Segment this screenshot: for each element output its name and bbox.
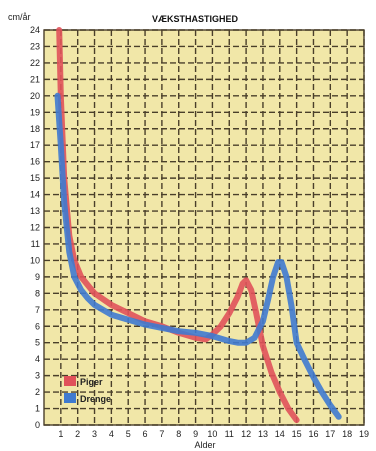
y-tick-label: 8 <box>35 288 40 298</box>
y-axis-unit: cm/år <box>8 12 31 22</box>
series-line-drenge <box>54 92 342 420</box>
y-tick-label: 10 <box>30 255 40 265</box>
x-tick-label: 3 <box>92 429 97 439</box>
x-tick-label: 11 <box>225 429 234 439</box>
x-tick-label: 5 <box>126 429 131 439</box>
y-tick-label: 5 <box>35 338 40 348</box>
chart-title: VÆKSTHASTIGHED <box>152 14 239 24</box>
y-tick-label: 13 <box>30 206 40 216</box>
y-tick-label: 23 <box>30 41 40 51</box>
x-tick-label: 4 <box>109 429 114 439</box>
x-tick-label: 7 <box>159 429 164 439</box>
x-axis-label: Alder <box>194 440 215 450</box>
y-tick-label: 2 <box>35 387 40 397</box>
x-tick-label: 9 <box>193 429 198 439</box>
x-tick-label: 2 <box>75 429 80 439</box>
y-tick-label: 18 <box>30 124 40 134</box>
y-tick-label: 9 <box>35 272 40 282</box>
y-tick-label: 6 <box>35 321 40 331</box>
y-tick-label: 17 <box>30 140 40 150</box>
y-tick-label: 24 <box>30 25 40 35</box>
y-tick-label: 11 <box>31 239 40 249</box>
x-tick-label: 1 <box>58 429 63 439</box>
x-tick-label: 8 <box>176 429 181 439</box>
y-tick-label: 20 <box>30 91 40 101</box>
legend-drenge-label: Drenge <box>80 394 111 404</box>
y-tick-label: 19 <box>30 107 40 117</box>
y-tick-label: 0 <box>35 420 40 430</box>
x-tick-label: 6 <box>143 429 148 439</box>
x-tick-labels: 1 2 3 4 5 6 7 8 9 10 11 12 13 14 15 16 17 18 19 <box>58 429 369 439</box>
y-tick-label: 14 <box>30 190 40 200</box>
legend-piger-label: Piger <box>80 377 103 387</box>
x-tick-label: 15 <box>292 429 302 439</box>
x-tick-label: 10 <box>207 429 217 439</box>
y-tick-label: 22 <box>30 58 40 68</box>
legend: Piger Drenge <box>64 376 111 404</box>
y-tick-label: 7 <box>35 305 40 315</box>
y-tick-label: 3 <box>35 371 40 381</box>
x-tick-label: 19 <box>359 429 369 439</box>
plot-border <box>43 29 365 426</box>
x-tick-label: 13 <box>258 429 268 439</box>
series-lines <box>54 27 342 424</box>
y-tick-label: 1 <box>35 404 40 414</box>
gridlines <box>43 29 365 426</box>
y-tick-label: 12 <box>30 223 40 233</box>
x-tick-label: 18 <box>342 429 352 439</box>
y-tick-label: 15 <box>30 173 40 183</box>
legend-drenge-swatch <box>64 393 76 403</box>
y-tick-label: 4 <box>35 354 40 364</box>
y-tick-label: 16 <box>30 157 40 167</box>
y-tick-label: 21 <box>30 74 40 84</box>
legend-piger-swatch <box>64 376 76 386</box>
x-tick-label: 17 <box>325 429 335 439</box>
x-tick-label: 16 <box>308 429 318 439</box>
x-tick-label: 12 <box>241 429 251 439</box>
x-tick-label: 14 <box>275 429 285 439</box>
